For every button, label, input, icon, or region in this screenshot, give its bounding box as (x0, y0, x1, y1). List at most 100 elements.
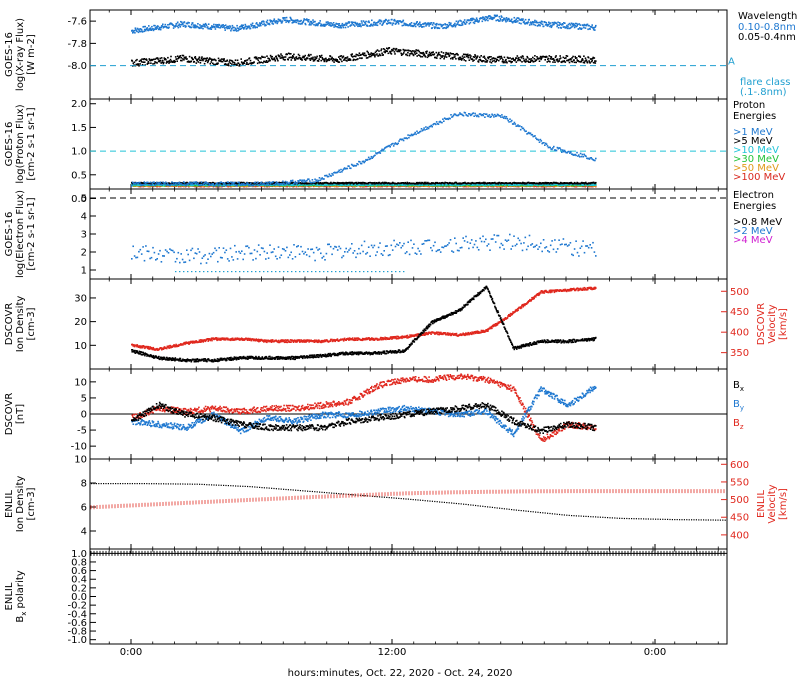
xray-short-series-point (265, 60, 268, 62)
xray-short-series-point (256, 62, 259, 65)
xray-short-series-point (585, 59, 588, 62)
xray-long-series-point (312, 21, 315, 23)
xray-short-series-point (360, 54, 362, 56)
xray-long-series-point (178, 24, 180, 27)
xray-long-series-point (222, 26, 225, 28)
xray-short-series-point (204, 57, 206, 60)
xray-long-series-point (344, 23, 346, 26)
xray-long-series-point (161, 25, 164, 27)
xray-long-series-point (574, 24, 576, 27)
proton-series-2-point (470, 184, 473, 186)
xray-long-series-point (337, 26, 340, 29)
xray-short-series-point (489, 61, 491, 63)
xray-long-series-point (542, 25, 545, 28)
xray-long-series-point (187, 25, 190, 27)
xray-long-series-point (588, 24, 590, 27)
xray-long-series-point (505, 20, 507, 23)
xray-short-series-point (204, 60, 207, 62)
xray-long-series-point (229, 26, 232, 28)
xray-long-series-point (484, 19, 487, 22)
xray-short-series-point (454, 53, 457, 56)
xray-long-series-point (442, 23, 445, 26)
xray-long-series-point (373, 21, 376, 24)
xray-long-series-point (366, 25, 369, 27)
xray-short-series-point (152, 63, 154, 65)
xray-short-series-point (425, 51, 427, 53)
xray-short-series-point (325, 60, 328, 63)
xray-short-series-point (400, 52, 402, 55)
xray-long-series-point (572, 22, 574, 25)
xray-long-series-point (290, 17, 292, 20)
xray-long-series-point (494, 15, 496, 18)
xray-long-series-point (378, 20, 380, 23)
xray-short-series-point (551, 58, 554, 60)
xray-short-series-point (314, 56, 316, 58)
xray-long-series-point (333, 26, 335, 28)
xray-long-series-point (518, 22, 521, 24)
xray-long-series-point (487, 19, 489, 22)
proton-series-2-point (231, 184, 233, 187)
xray-short-series-point (224, 60, 226, 63)
xray-long-series-point (263, 21, 265, 23)
xray-short-series-point (298, 54, 301, 57)
proton-series-2-point (300, 184, 303, 186)
xray-short-series-point (142, 61, 144, 63)
xray-short-series-point (281, 54, 283, 57)
xray-short-series-point (464, 60, 467, 62)
xray-short-series-point (283, 56, 285, 58)
xray-short-series-point (156, 57, 159, 59)
xray-short-series-point (589, 62, 591, 64)
xray-short-series-point (372, 54, 375, 56)
xray-short-series-point (170, 60, 173, 62)
proton-series-2-point (275, 184, 278, 186)
xray-short-series-point (308, 55, 311, 57)
xray-short-series-point (549, 60, 551, 63)
xray-long-series-point (558, 24, 560, 27)
xray-short-series-point (136, 58, 138, 61)
xray-long-series-point (397, 21, 399, 24)
xray-long-series-point (192, 24, 195, 26)
xray-long-series-point (555, 22, 558, 25)
xray-long-series-point (316, 24, 319, 27)
xray-short-series-point (357, 58, 359, 60)
proton-series-2-point (344, 184, 347, 186)
xray-short-series-point (180, 57, 183, 59)
proton-series-2-point (409, 184, 412, 186)
xray-long-series-point (496, 14, 498, 17)
xray-short-series-point (440, 51, 443, 53)
xray-long-series-point (216, 24, 219, 26)
xray-short-series-point (157, 58, 159, 60)
xray-short-series-point (232, 61, 234, 64)
xray-short-series-point (584, 60, 586, 62)
xray-long-series-point (131, 29, 134, 32)
xray-short-series-point (144, 64, 146, 66)
xray-short-series-point (482, 56, 485, 58)
xray-short-series-point (192, 58, 194, 61)
xray-short-series-point (195, 62, 198, 64)
xray-long-series-point (375, 24, 378, 26)
xray-long-series-point (340, 25, 342, 28)
xray-long-series-point (582, 24, 585, 27)
xray-long-series-point (435, 26, 437, 28)
xray-long-series-point (174, 24, 177, 27)
xray-short-series-point (423, 54, 425, 57)
xray-long-series-point (256, 23, 259, 26)
xray-long-series-point (223, 25, 225, 27)
xray-short-series-point (543, 56, 546, 58)
xray-short-series-point (436, 55, 439, 57)
xray-long-series-point (402, 20, 404, 23)
flare-class-range: (.1-.8nm) (740, 87, 787, 98)
xray-long-series-point (464, 23, 467, 25)
xray-long-series-point (418, 22, 420, 25)
xray-short-series-point (256, 58, 258, 60)
xray-long-series-point (300, 19, 302, 22)
xray-long-series-point (132, 31, 135, 33)
xray-long-series-point (352, 24, 355, 26)
xray-long-series-point (217, 26, 220, 29)
xray-long-series-point (326, 23, 329, 25)
xray-short-series-point (450, 57, 452, 60)
xray-long-series-point (338, 23, 341, 25)
xray-long-series-point (590, 26, 593, 28)
y-tick-label: -7.8 (67, 39, 87, 50)
xray-short-series-point (210, 58, 212, 60)
